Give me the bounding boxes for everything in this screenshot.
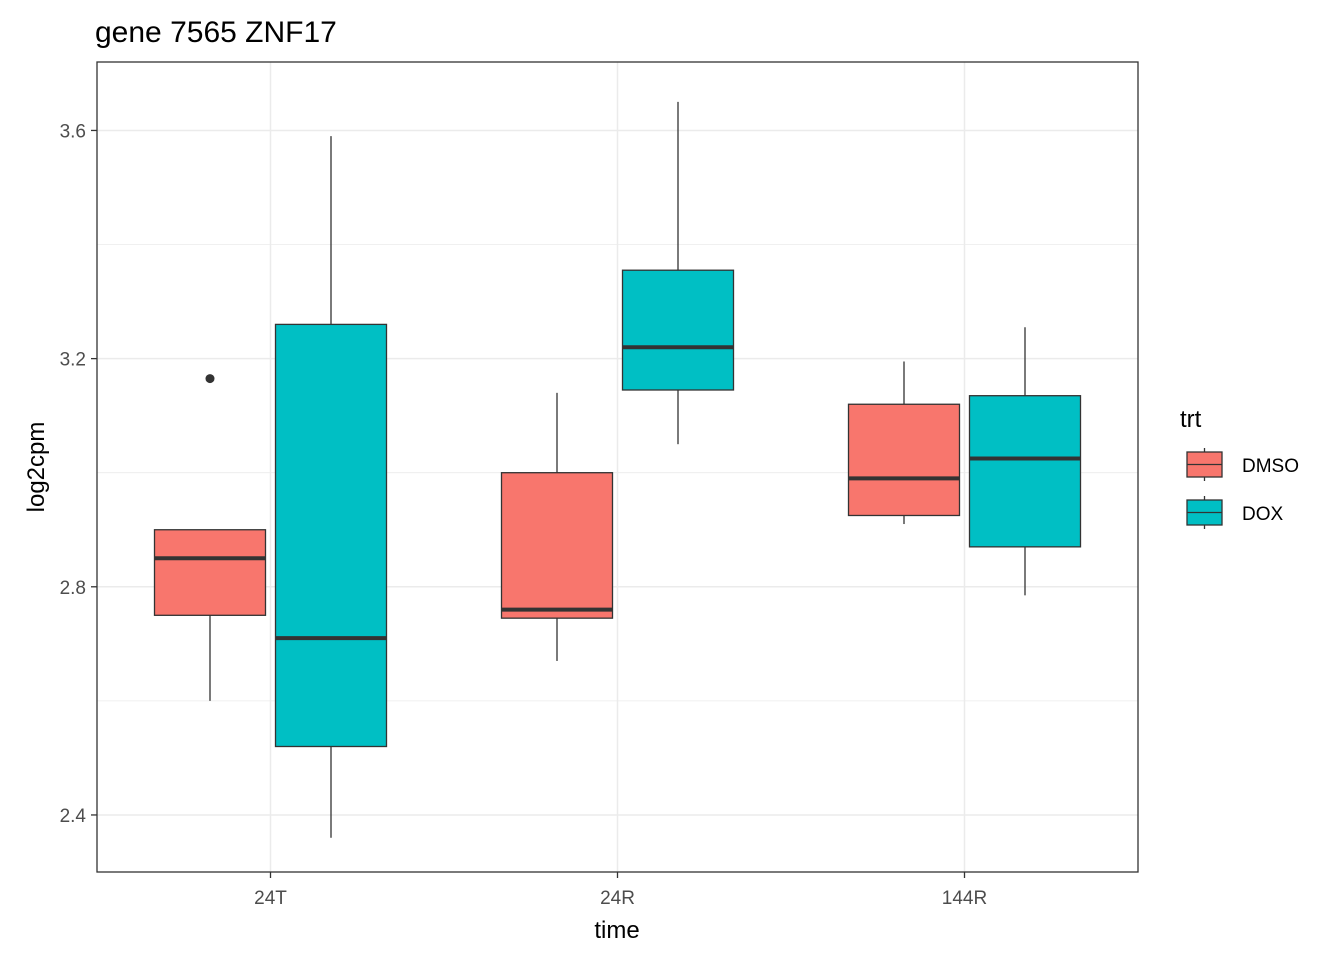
box-dmso-24t: [153, 374, 267, 701]
box-dox-24r: [621, 101, 735, 445]
y-tick-label: 3.6: [60, 121, 86, 142]
iqr-box: [153, 529, 267, 616]
legend-label: DOX: [1242, 504, 1284, 525]
grid: [97, 62, 1138, 872]
y-tick-label: 2.8: [60, 578, 86, 599]
iqr-box: [274, 323, 388, 748]
chart-title: gene 7565 ZNF17: [95, 16, 337, 49]
y-axis-title: log2cpm: [23, 422, 50, 513]
iqr-box: [621, 269, 735, 391]
axes: 2.4 2.8 3.2 3.6 24T 24R 144R: [60, 121, 988, 909]
x-axis-title: time: [594, 917, 639, 944]
outlier-point: [205, 374, 215, 384]
box-dox-24t: [274, 136, 388, 838]
legend-label: DMSO: [1242, 456, 1299, 477]
boxes: [153, 101, 1082, 838]
y-tick-label: 3.2: [60, 350, 86, 371]
iqr-box: [968, 395, 1082, 548]
box-dmso-144r: [847, 361, 961, 525]
x-tick-label: 24R: [600, 888, 635, 909]
legend-title: trt: [1180, 406, 1202, 433]
y-tick-label: 2.4: [60, 806, 87, 827]
x-tick-label: 144R: [942, 888, 987, 909]
legend: trt DMSO DOX: [1180, 406, 1299, 529]
legend-item-dox: DOX: [1186, 496, 1284, 529]
legend-item-dmso: DMSO: [1186, 448, 1299, 481]
box-dmso-24r: [500, 392, 614, 661]
iqr-box: [500, 472, 614, 619]
box-dox-144r: [968, 327, 1082, 596]
iqr-box: [847, 403, 961, 517]
x-tick-label: 24T: [254, 888, 287, 909]
